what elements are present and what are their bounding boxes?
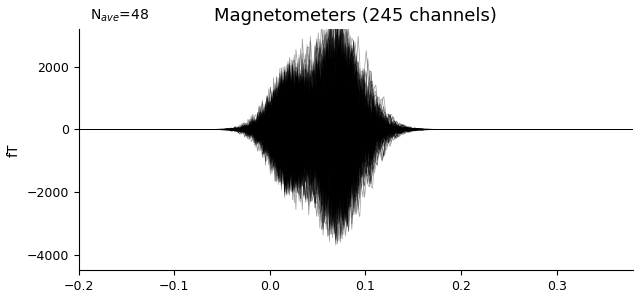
Y-axis label: fT: fT <box>7 143 21 157</box>
Text: N$_{ave}$=48: N$_{ave}$=48 <box>90 8 148 25</box>
Title: Magnetometers (245 channels): Magnetometers (245 channels) <box>214 7 497 25</box>
